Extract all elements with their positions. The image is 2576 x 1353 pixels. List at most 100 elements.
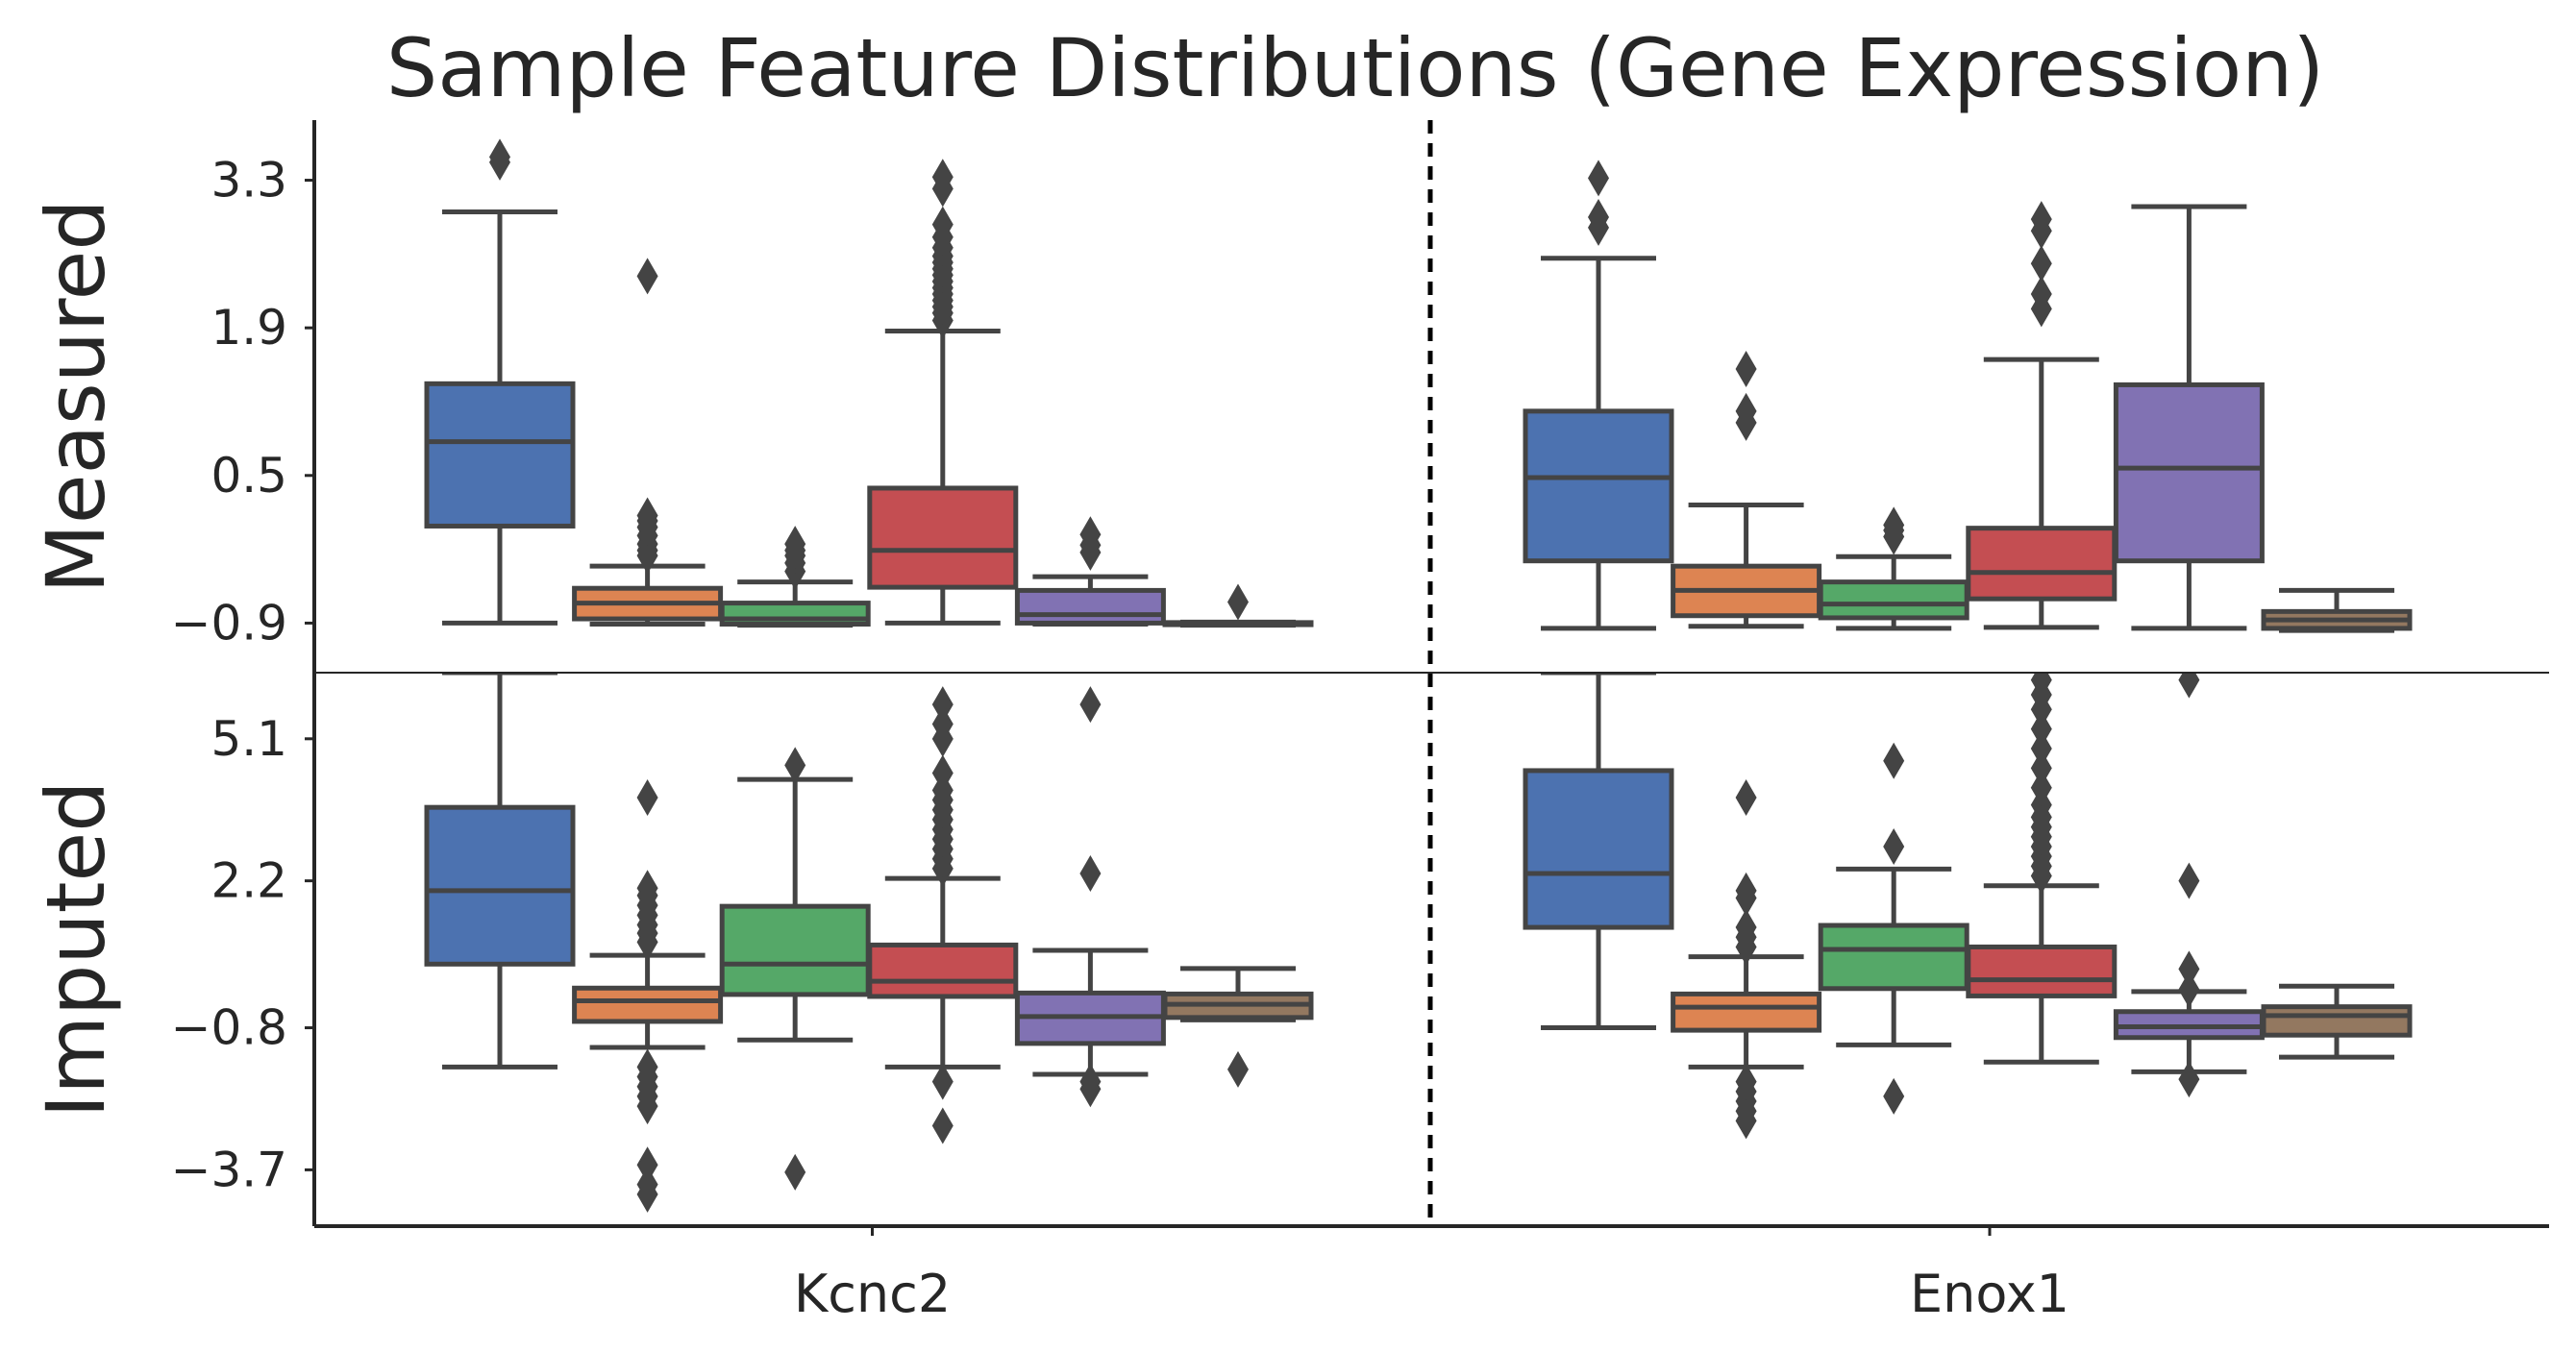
box-1 (1523, 160, 1674, 631)
box-4 (867, 686, 1019, 1144)
box-4 (1966, 673, 2118, 1065)
gene-group-enox1 (1523, 673, 2413, 1140)
outlier-point (931, 686, 954, 724)
y-tick-label: 2.2 (211, 853, 287, 909)
outlier-point (1883, 506, 1905, 544)
outlier-point (931, 1107, 954, 1144)
y-tick-label: −3.7 (171, 1142, 287, 1197)
box-5 (1014, 686, 1166, 1108)
box-body (424, 804, 576, 967)
y-tick-label: −0.8 (171, 1000, 287, 1056)
outlier-point (931, 206, 954, 243)
y-tick-label: 3.3 (211, 153, 287, 209)
box-body (2261, 1004, 2413, 1038)
box-body (1523, 768, 1674, 930)
outlier-point (636, 497, 658, 534)
row-plot-area (424, 673, 2413, 1213)
gene-group-enox1 (1523, 160, 2413, 633)
outlier-point (636, 1166, 658, 1203)
y-tick-label: 1.9 (211, 300, 287, 356)
box-body (1966, 944, 2118, 998)
box-4 (867, 159, 1019, 626)
box-2 (572, 778, 724, 1213)
box-6 (2261, 983, 2413, 1060)
outlier-point (1227, 1050, 1249, 1088)
frame-layer: Kcnc2 Enox1 (312, 120, 2549, 1324)
box-5 (2113, 204, 2265, 631)
box-body (867, 942, 1019, 999)
outlier-point (2030, 245, 2052, 283)
chart-title: Sample Feature Distributions (Gene Expre… (386, 21, 2324, 115)
outlier-point (2178, 950, 2200, 988)
box-6 (1162, 583, 1314, 628)
row-measured: Measured 3.3 1.9 0.5 −0.9 (29, 138, 2413, 651)
outlier-point (2030, 673, 2052, 699)
row-plot-area (424, 138, 2413, 633)
outlier-point (1588, 160, 1609, 197)
box-body (867, 485, 1019, 590)
box-body (1818, 922, 1969, 992)
box-body (1818, 579, 1969, 621)
outlier-point (784, 1153, 806, 1191)
box-1 (1523, 673, 1674, 1031)
outlier-point (1079, 686, 1102, 724)
outlier-point (931, 159, 954, 196)
box-4 (1966, 201, 2118, 630)
outlier-point (2030, 730, 2052, 768)
outlier-point (1079, 1063, 1102, 1100)
x-tick-label: Kcnc2 (794, 1264, 951, 1324)
outlier-point (1735, 1063, 1757, 1100)
outlier-point (636, 258, 658, 295)
outlier-point (1227, 583, 1249, 621)
box-5 (1014, 516, 1166, 627)
outlier-point (1735, 872, 1757, 909)
outlier-point (2030, 276, 2052, 313)
outlier-point (1883, 1077, 1905, 1115)
outlier-point (2178, 862, 2200, 899)
outlier-point (636, 778, 658, 816)
outlier-point (1883, 742, 1905, 779)
outlier-point (1079, 516, 1102, 554)
x-tick-label: Enox1 (1910, 1264, 2069, 1324)
gene-group-kcnc2 (424, 138, 1314, 628)
box-2 (572, 258, 724, 627)
box-body (572, 985, 724, 1024)
box-body (2113, 381, 2265, 564)
box-body (1014, 587, 1166, 626)
outlier-point (2178, 971, 2200, 1008)
box-body (424, 381, 576, 529)
outlier-point (1735, 392, 1757, 430)
outlier-point (931, 754, 954, 792)
box-3 (1818, 742, 1969, 1115)
outlier-point (1588, 198, 1609, 235)
outlier-point (2030, 750, 2052, 787)
y-tick-label: 5.1 (211, 711, 287, 767)
box-1 (424, 673, 576, 1070)
box-2 (1671, 350, 1822, 629)
outlier-point (931, 705, 954, 743)
row-label: Imputed (29, 780, 123, 1118)
outlier-point (2030, 710, 2052, 748)
y-tick-label: 0.5 (211, 448, 287, 504)
outlier-point (2178, 673, 2200, 699)
outlier-point (1735, 778, 1757, 816)
outlier-point (1735, 909, 1757, 947)
gene-group-kcnc2 (424, 673, 1314, 1213)
box-body (1523, 408, 1674, 564)
box-body (1966, 526, 2118, 602)
outlier-point (636, 870, 658, 907)
outlier-point (784, 747, 806, 784)
box-5 (2113, 673, 2265, 1098)
box-body (719, 903, 871, 997)
outlier-point (784, 526, 806, 563)
outlier-point (931, 1063, 954, 1100)
outlier-point (1883, 827, 1905, 865)
box-1 (424, 138, 576, 626)
rows-layer: Measured 3.3 1.9 0.5 −0.9 Imputed 5.1 2.2 −0.8 −3… (29, 138, 2413, 1213)
y-tick-label: −0.9 (171, 595, 287, 651)
box-3 (719, 526, 871, 628)
outlier-point (636, 1146, 658, 1184)
outlier-point (2178, 1061, 2200, 1098)
